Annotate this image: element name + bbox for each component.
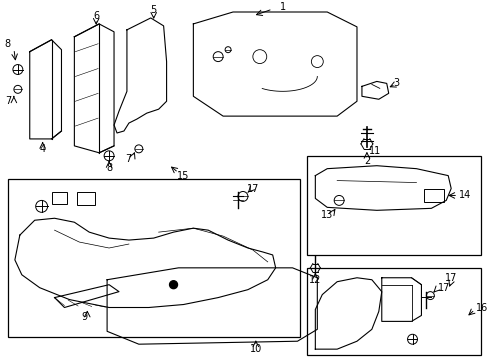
- Text: 11: 11: [368, 146, 380, 156]
- Text: 2: 2: [363, 156, 369, 166]
- Text: 8: 8: [106, 163, 112, 173]
- Bar: [307, 156, 480, 255]
- Text: 17: 17: [444, 273, 456, 283]
- Bar: [8, 179, 300, 337]
- Text: 7: 7: [125, 154, 132, 164]
- Text: 12: 12: [308, 275, 321, 285]
- Text: 17: 17: [246, 184, 259, 194]
- Text: 17: 17: [437, 283, 450, 293]
- Text: 14: 14: [458, 190, 470, 201]
- Bar: [77, 193, 95, 205]
- Bar: [424, 189, 443, 202]
- Text: 13: 13: [321, 210, 333, 220]
- Text: 16: 16: [475, 302, 487, 312]
- Text: 7: 7: [5, 96, 11, 106]
- Text: 10: 10: [249, 344, 262, 354]
- Bar: [51, 193, 67, 204]
- Text: 15: 15: [177, 171, 189, 181]
- Text: 1: 1: [279, 2, 285, 12]
- Text: 5: 5: [150, 5, 157, 15]
- Bar: [307, 268, 480, 355]
- Text: 6: 6: [93, 11, 99, 21]
- Circle shape: [169, 281, 177, 289]
- Text: 9: 9: [81, 312, 87, 323]
- Text: 8: 8: [5, 39, 11, 49]
- Text: 4: 4: [40, 144, 45, 154]
- Text: 3: 3: [393, 78, 399, 89]
